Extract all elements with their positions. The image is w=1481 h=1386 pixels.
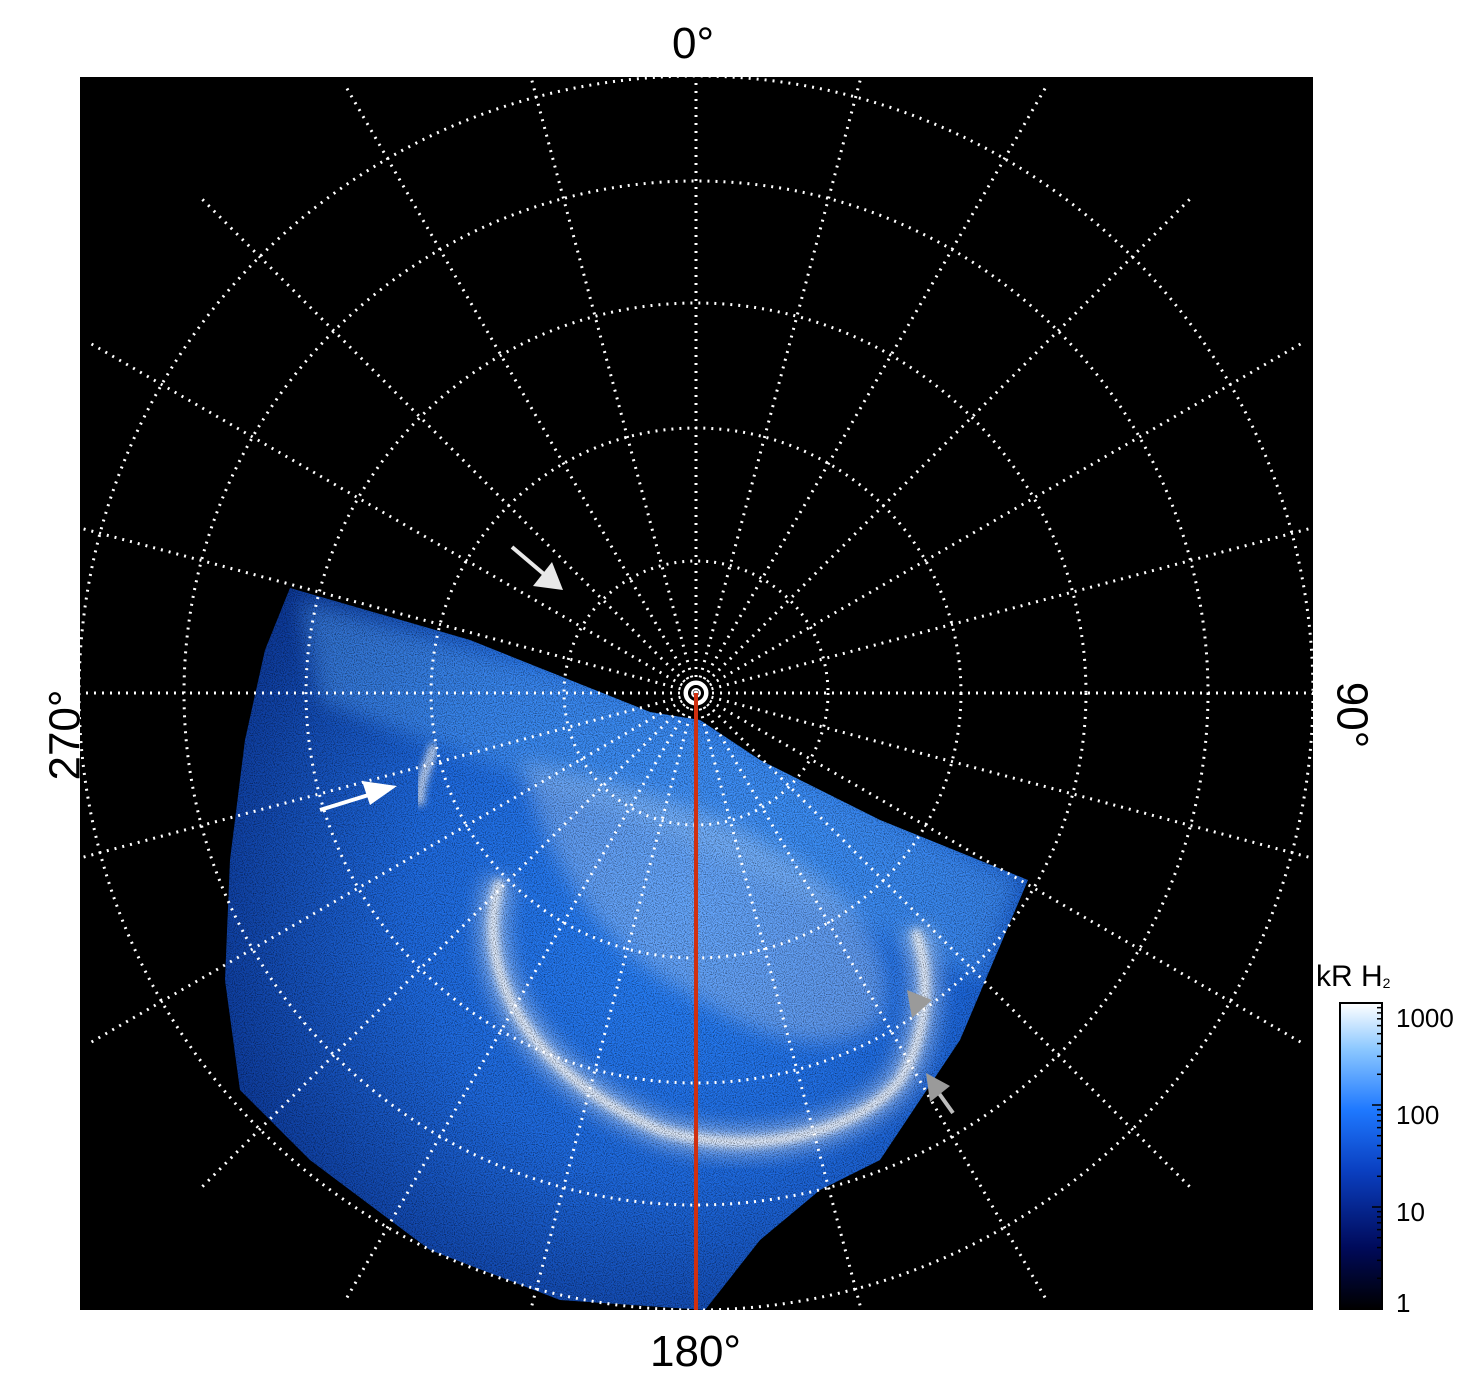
colorbar-title: kR H2 — [1316, 960, 1391, 993]
longitude-label-270: 270° — [40, 689, 90, 781]
colorbar-tick-label: 100 — [1396, 1100, 1440, 1130]
arrow-right-upper — [907, 990, 932, 1018]
colorbar-tick-label: 10 — [1396, 1197, 1425, 1227]
longitude-label-90: 90° — [1327, 681, 1377, 749]
arrow-right-lower — [926, 1073, 955, 1115]
latitude-ring — [562, 559, 830, 827]
colorbar — [1339, 1002, 1383, 1310]
arrow-upper-left — [510, 545, 563, 590]
colorbar-tick-label: 1 — [1396, 1288, 1411, 1318]
arrow-left — [319, 781, 397, 812]
longitude-label-180: 180° — [650, 1327, 742, 1376]
colorbar-tick-label: 1000 — [1396, 1003, 1454, 1033]
latitude-ring — [304, 301, 1088, 1085]
longitude-label-0: 0° — [672, 19, 715, 68]
